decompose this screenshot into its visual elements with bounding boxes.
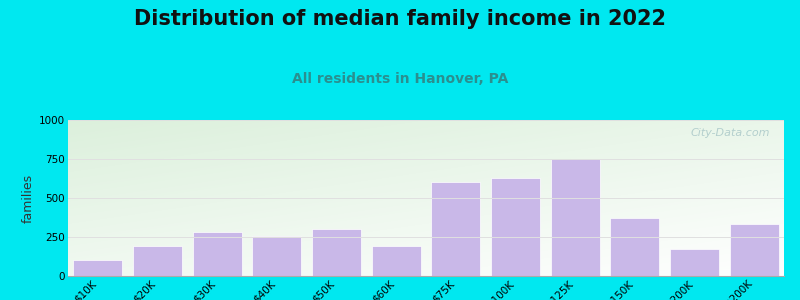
Bar bbox=[193, 232, 242, 276]
Bar bbox=[252, 236, 302, 276]
Bar bbox=[312, 229, 361, 276]
Text: City-Data.com: City-Data.com bbox=[690, 128, 770, 138]
Bar bbox=[550, 159, 600, 276]
Bar bbox=[133, 246, 182, 276]
Bar bbox=[610, 218, 659, 276]
Bar bbox=[372, 246, 421, 276]
Text: All residents in Hanover, PA: All residents in Hanover, PA bbox=[292, 72, 508, 86]
Bar bbox=[670, 249, 719, 276]
Y-axis label: families: families bbox=[22, 173, 35, 223]
Bar bbox=[730, 224, 778, 276]
Bar bbox=[491, 178, 540, 276]
Bar bbox=[431, 182, 480, 276]
Bar bbox=[74, 260, 122, 276]
Text: Distribution of median family income in 2022: Distribution of median family income in … bbox=[134, 9, 666, 29]
